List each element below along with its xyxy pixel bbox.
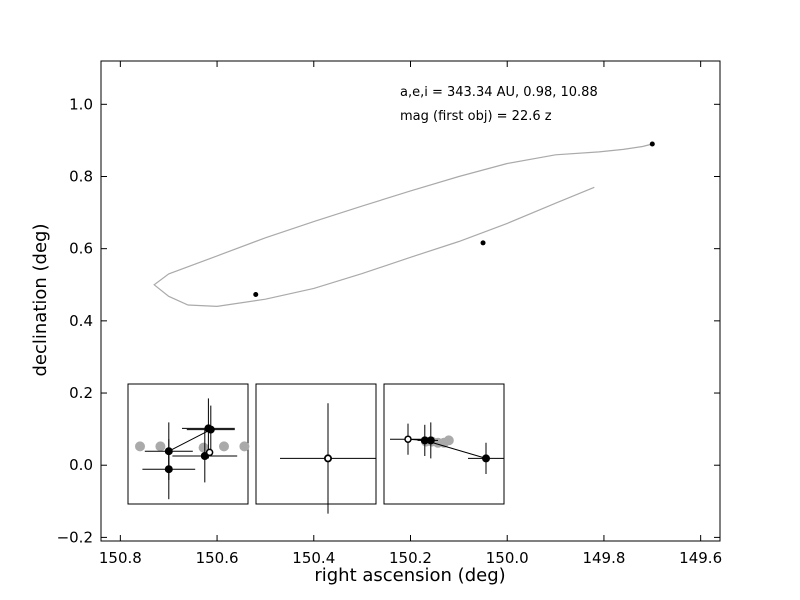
y-tick-label: 0.4 bbox=[69, 312, 93, 330]
inset-link-line bbox=[168, 429, 212, 452]
cutout-inset bbox=[255, 383, 377, 514]
x-tick-label: 150.0 bbox=[486, 549, 529, 567]
orbit-track-line bbox=[153, 143, 653, 308]
y-tick-label: 1.0 bbox=[69, 95, 93, 113]
inset-gray-point bbox=[135, 441, 145, 452]
y-tick-label: 0.0 bbox=[69, 456, 93, 474]
y-axis-label: declination (deg) bbox=[30, 223, 51, 376]
magnitude-annotation: mag (first obj) = 22.6 z bbox=[400, 109, 552, 124]
orbit-elements-annotation: a,e,i = 343.34 AU, 0.98, 10.88 bbox=[400, 85, 598, 100]
inset-gray-point bbox=[155, 441, 166, 452]
observation-layer bbox=[253, 141, 655, 298]
x-tick-label: 150.6 bbox=[196, 549, 239, 567]
inset-frame bbox=[255, 383, 377, 505]
inset-frame bbox=[127, 383, 249, 505]
inset-open-point bbox=[205, 448, 214, 457]
inset-layer bbox=[127, 383, 505, 514]
x-tick-label: 150.2 bbox=[389, 549, 432, 567]
inset-black-point bbox=[420, 436, 429, 445]
observation-point bbox=[649, 141, 655, 147]
inset-open-point bbox=[324, 454, 332, 463]
observation-point bbox=[253, 292, 259, 298]
observation-point bbox=[480, 240, 486, 246]
inset-black-point bbox=[426, 436, 435, 445]
inset-gray-point bbox=[198, 442, 209, 453]
inset-black-point bbox=[164, 465, 173, 474]
x-tick-label: 149.8 bbox=[582, 549, 625, 567]
inset-black-point bbox=[164, 447, 173, 456]
y-tick-label: −0.2 bbox=[57, 528, 93, 546]
inset-link-line bbox=[424, 439, 487, 459]
inset-gray-point bbox=[239, 441, 250, 452]
x-axis-label: right ascension (deg) bbox=[314, 565, 505, 586]
cutout-inset bbox=[383, 383, 505, 505]
y-axis-ticks: −0.2 0.0 0.2 0.4 0.6 0.8 1.0 bbox=[57, 95, 720, 546]
x-tick-label: 150.4 bbox=[292, 549, 335, 567]
y-tick-label: 0.2 bbox=[69, 384, 93, 402]
inset-black-point bbox=[204, 424, 213, 433]
inset-open-point bbox=[404, 435, 412, 443]
y-tick-label: 0.6 bbox=[69, 240, 93, 258]
y-tick-label: 0.8 bbox=[69, 167, 93, 185]
inset-black-point bbox=[482, 454, 490, 463]
inset-gray-point bbox=[219, 441, 229, 452]
cutout-inset bbox=[127, 383, 250, 505]
inset-gray-point bbox=[443, 435, 454, 446]
orbit-track-layer bbox=[153, 143, 653, 308]
x-tick-label: 149.6 bbox=[679, 549, 722, 567]
x-axis-ticks: 150.8 150.6 150.4 150.2 150.0 149.8 149.6 bbox=[99, 61, 722, 567]
x-tick-label: 150.8 bbox=[99, 549, 142, 567]
